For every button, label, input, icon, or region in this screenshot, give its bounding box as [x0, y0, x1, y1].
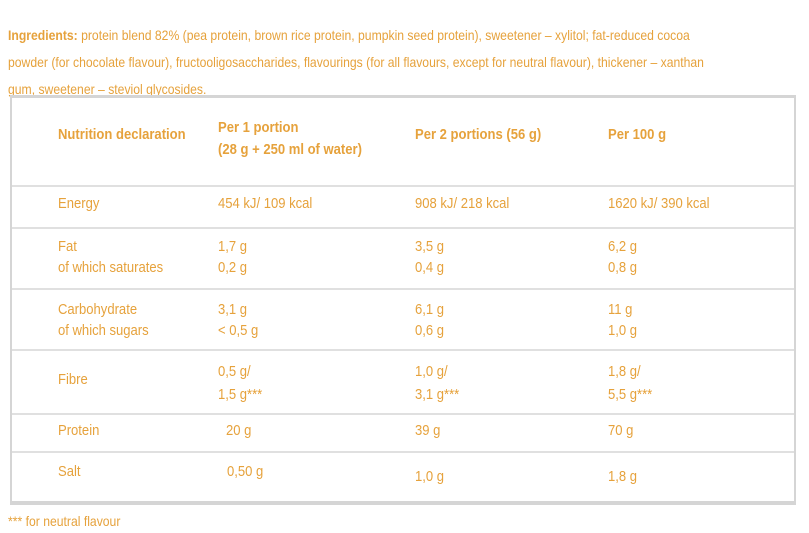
cell-value: 1,7 g 0,2 g: [218, 236, 247, 278]
cell-value-line-2: < 0,5 g: [218, 322, 259, 339]
cell-value: 908 kJ/ 218 kcal: [415, 195, 510, 212]
row-label-line-1: Carbohydrate: [58, 301, 138, 318]
cell-value: 3,5 g 0,4 g: [415, 236, 444, 278]
row-label-line-1: Fat: [58, 238, 77, 255]
cell-value: 70 g: [608, 422, 634, 439]
row-label-line-2: of which sugars: [58, 322, 149, 339]
cell-value-line-2: 5,5 g***: [608, 386, 653, 403]
cell-value-line-1: 6,1 g: [415, 301, 445, 318]
table-row-energy: Energy 454 kJ/ 109 kcal 908 kJ/ 218 kcal…: [12, 185, 794, 229]
row-label: Salt: [58, 463, 81, 480]
header-per-100g: Per 100 g: [608, 126, 667, 143]
cell-value: 1,8 g: [608, 468, 638, 485]
table-row-fibre: Fibre 0,5 g/ 1,5 g*** 1,0 g/ 3,1 g*** 1,…: [12, 349, 794, 415]
cell-value: 3,1 g < 0,5 g: [218, 299, 258, 341]
cell-value-line-1: 0,5 g/: [218, 363, 251, 380]
header-nutrition-declaration: Nutrition declaration: [58, 126, 186, 143]
cell-value-line-1: 3,5 g: [415, 238, 445, 255]
ingredients-line-1: Ingredients: protein blend 82% (pea prot…: [8, 22, 705, 49]
table-header-row: Nutrition declaration Per 1 portion (28 …: [12, 98, 794, 185]
cell-value: 20 g: [226, 422, 252, 439]
ingredients-paragraph: Ingredients: protein blend 82% (pea prot…: [8, 22, 809, 103]
table-row-protein: Protein 20 g 39 g 70 g: [12, 413, 794, 453]
cell-value-line-2: 1,0 g: [608, 322, 638, 339]
row-label: Fat of which saturates: [58, 236, 163, 278]
cell-value: 6,2 g 0,8 g: [608, 236, 637, 278]
cell-value-line-1: 3,1 g: [218, 301, 248, 318]
row-label: Energy: [58, 195, 100, 212]
cell-value-line-2: 0,8 g: [608, 259, 638, 276]
cell-value-line-1: 1,8 g/: [608, 363, 641, 380]
ingredients-label: Ingredients:: [8, 27, 78, 43]
table-row-carbohydrate: Carbohydrate of which sugars 3,1 g < 0,5…: [12, 288, 794, 351]
cell-value-line-2: 0,6 g: [415, 322, 445, 339]
cell-value-line-2: 1,5 g***: [218, 386, 263, 403]
row-label: Protein: [58, 422, 100, 439]
nutrition-table: Nutrition declaration Per 1 portion (28 …: [10, 95, 796, 505]
header-per-1-portion: Per 1 portion (28 g + 250 ml of water): [218, 117, 362, 161]
cell-value: 454 kJ/ 109 kcal: [218, 195, 313, 212]
cell-value-line-2: 0,2 g: [218, 259, 248, 276]
header-per-1-portion-line-1: Per 1 portion: [218, 119, 299, 136]
row-label: Fibre: [58, 371, 88, 388]
row-label: Carbohydrate of which sugars: [58, 299, 149, 341]
cell-value-line-1: 6,2 g: [608, 238, 638, 255]
cell-value-line-2: 0,4 g: [415, 259, 445, 276]
cell-value: 6,1 g 0,6 g: [415, 299, 444, 341]
ingredients-line-3: gum, sweetener – steviol glycosides.: [8, 81, 207, 97]
cell-value: 0,50 g: [227, 463, 264, 480]
table-row-fat: Fat of which saturates 1,7 g 0,2 g 3,5 g…: [12, 227, 794, 290]
cell-value: 39 g: [415, 422, 441, 439]
ingredients-line-1-text: protein blend 82% (pea protein, brown ri…: [77, 27, 690, 43]
header-per-1-portion-line-2: (28 g + 250 ml of water): [218, 141, 362, 158]
cell-value: 1,0 g/ 3,1 g***: [415, 360, 459, 406]
row-label-line-2: of which saturates: [58, 259, 164, 276]
cell-value-line-1: 1,7 g: [218, 238, 248, 255]
cell-value: 1620 kJ/ 390 kcal: [608, 195, 710, 212]
cell-value-line-2: 3,1 g***: [415, 386, 460, 403]
cell-value: 1,0 g: [415, 468, 445, 485]
ingredients-line-2: powder (for chocolate flavour), fructool…: [8, 54, 704, 70]
cell-value: 1,8 g/ 5,5 g***: [608, 360, 652, 406]
table-row-salt: Salt 0,50 g 1,0 g 1,8 g: [12, 451, 794, 503]
footnote: *** for neutral flavour: [8, 513, 121, 529]
cell-value-line-1: 11 g: [608, 301, 633, 318]
cell-value-line-1: 1,0 g/: [415, 363, 448, 380]
cell-value: 11 g 1,0 g: [608, 299, 637, 341]
header-per-2-portions: Per 2 portions (56 g): [415, 126, 542, 143]
cell-value: 0,5 g/ 1,5 g***: [218, 360, 262, 406]
